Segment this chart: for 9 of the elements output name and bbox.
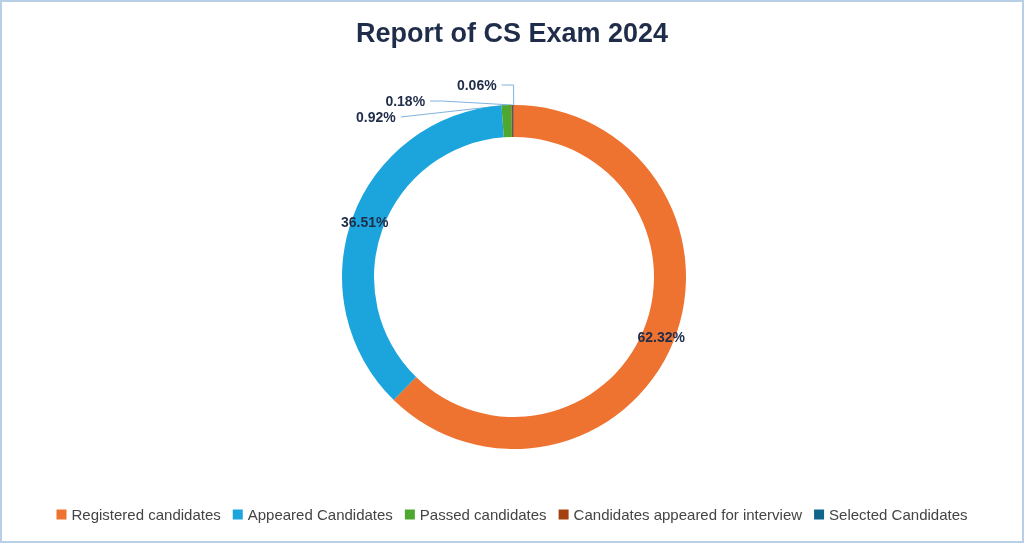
data-label: 0.06%	[456, 77, 498, 93]
chart-title: Report of CS Exam 2024	[355, 17, 669, 48]
legend-label: Appeared Candidates	[247, 506, 393, 523]
legend-label: Selected Candidates	[829, 506, 968, 523]
data-label: 0.92%	[356, 109, 397, 125]
legend-label: Passed candidates	[419, 506, 547, 523]
data-label: 0.18%	[385, 93, 426, 109]
legend-label: Candidates appeared for interview	[573, 506, 803, 523]
legend-label: Registered candidates	[71, 506, 221, 523]
